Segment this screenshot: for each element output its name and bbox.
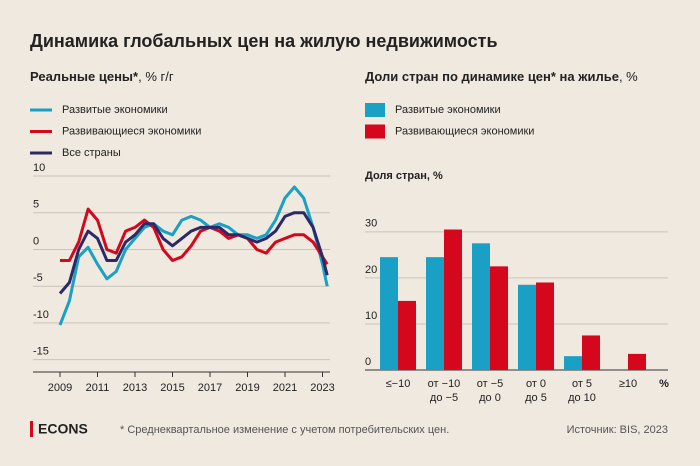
right-title: Доли стран по динамике цен* на жилье [365, 69, 619, 84]
legend-label: Развитые экономики [395, 104, 501, 116]
bar [490, 266, 508, 370]
note: * Среднеквартальное изменение с учетом п… [120, 424, 449, 436]
x-tick-label: 2011 [86, 382, 110, 394]
page-title: Динамика глобальных цен на жилую недвижи… [30, 31, 498, 51]
y-tick-label: -5 [33, 272, 43, 284]
x-tick-label: 2017 [198, 382, 222, 394]
x-tick-label: от −10 [428, 378, 461, 390]
left-unit: , % г/г [138, 69, 174, 84]
y-axis-label: Доля стран, % [365, 170, 443, 182]
x-tick-label: ≥10 [619, 378, 637, 390]
y-tick-label: -10 [33, 309, 49, 321]
x-tick-label: от −5 [477, 378, 504, 390]
x-tick-label: до 5 [525, 392, 547, 404]
y-tick-label: 5 [33, 199, 39, 211]
x-tick-label: 2019 [235, 382, 259, 394]
y-tick-label: 0 [365, 356, 371, 368]
legend-swatch [365, 124, 385, 139]
x-tick-label: 2023 [310, 382, 334, 394]
line-series [60, 207, 329, 266]
left-title: Реальные цены* [30, 69, 139, 84]
bar [398, 300, 416, 370]
bar [380, 257, 398, 370]
x-tick-label: от 0 [526, 378, 546, 390]
right-subtitle: Доли стран по динамике цен* на жилье, % [365, 69, 638, 84]
x-tick-label: 2009 [48, 382, 72, 394]
brand: ECONS [38, 421, 88, 437]
bar [628, 353, 646, 370]
bar [582, 335, 600, 370]
x-tick-label: 2013 [123, 382, 147, 394]
x-tick-label: ≤−10 [386, 378, 411, 390]
bar [426, 257, 444, 370]
left-subtitle: Реальные цены*, % г/г [30, 69, 174, 84]
x-tick-label: до 10 [568, 392, 596, 404]
legend-label: Все страны [62, 147, 121, 159]
x-tick-label: до −5 [430, 392, 458, 404]
x-tick-label: до 0 [479, 392, 501, 404]
y-tick-label: -15 [33, 346, 49, 358]
brand-bar [30, 421, 33, 437]
x-tick-label: от 5 [572, 378, 592, 390]
x-tick-label: 2021 [273, 382, 297, 394]
y-tick-label: 0 [33, 235, 39, 247]
source: Источник: BIS, 2023 [567, 424, 668, 436]
x-tick-label: 2015 [160, 382, 184, 394]
bar [472, 243, 490, 370]
line-series [58, 185, 329, 326]
legend-label: Развивающиеся экономики [62, 125, 201, 137]
bar [444, 229, 462, 370]
y-tick-label: 10 [365, 310, 377, 322]
bar [518, 284, 536, 370]
y-tick-label: 20 [365, 264, 377, 276]
y-tick-label: 10 [33, 162, 45, 174]
x-unit: % [659, 378, 669, 390]
legend-swatch [365, 103, 385, 117]
bar [536, 282, 554, 370]
legend-label: Развивающиеся экономики [395, 125, 534, 137]
bar [564, 356, 582, 370]
legend-label: Развитые экономики [62, 104, 168, 116]
y-tick-label: 30 [365, 218, 377, 230]
right-unit: , % [619, 69, 638, 84]
line-series [58, 211, 329, 295]
